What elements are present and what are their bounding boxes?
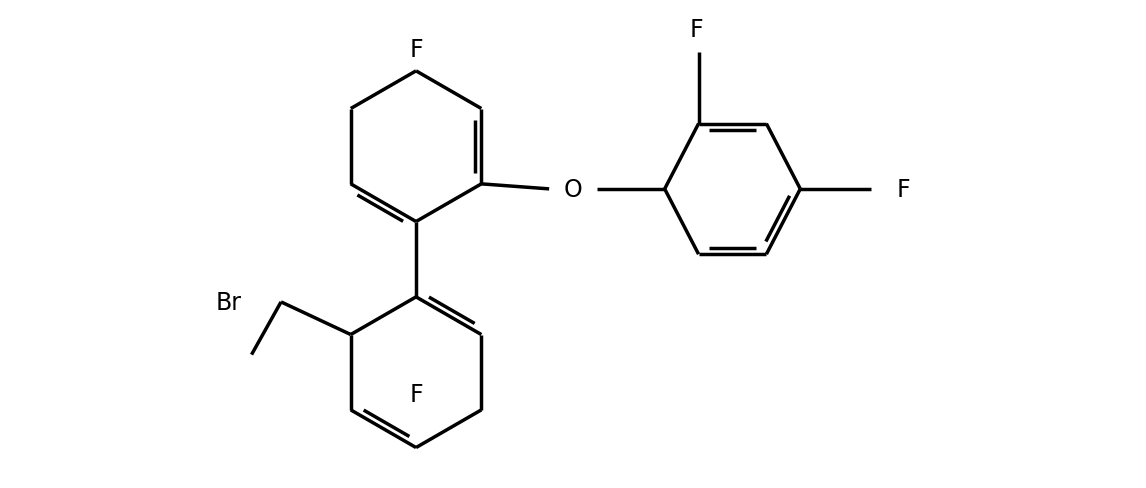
Text: Br: Br [215,290,242,314]
Text: F: F [896,178,910,202]
Text: F: F [689,18,702,41]
Text: F: F [409,382,423,406]
Text: F: F [409,39,423,62]
Text: O: O [564,178,582,202]
